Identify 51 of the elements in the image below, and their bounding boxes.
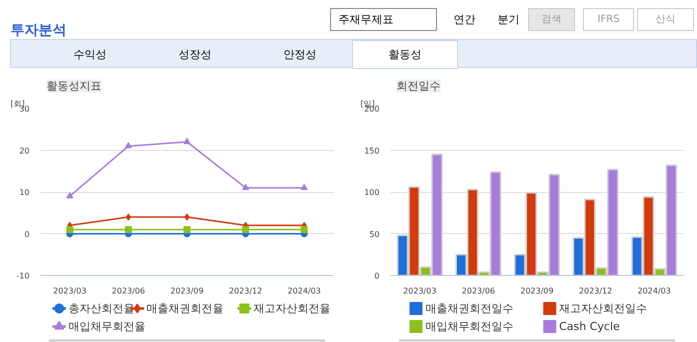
text: 성장성 — [178, 48, 212, 61]
x-tick-label: 2023/09 — [170, 286, 204, 296]
text: 투자분석 — [10, 22, 66, 38]
y-tick-label: 100 — [364, 188, 380, 197]
x-tick-label: 2023/12 — [578, 286, 612, 296]
y-axis-title: [회] — [10, 100, 25, 108]
point — [126, 214, 131, 221]
point — [66, 226, 74, 234]
text: 안정성 — [284, 48, 316, 61]
y-tick-label: 150 — [364, 146, 380, 156]
legend-label: 매입채무회전율 — [68, 320, 146, 333]
legend-label: 재고자산회전일수 — [559, 302, 648, 315]
point — [300, 226, 308, 234]
x-tick-label: 2024/03 — [288, 286, 321, 296]
point — [124, 226, 132, 234]
text: 분기 — [498, 13, 520, 26]
point — [184, 138, 190, 144]
x-tick-label: 2023/03 — [53, 286, 86, 296]
text: 수익성 — [74, 48, 106, 61]
text: 주재무제표 — [338, 13, 394, 26]
point — [242, 226, 250, 234]
legend-label: 매입채무회전일수 — [425, 320, 514, 333]
legend-label: 총자산회전율 — [68, 302, 135, 315]
point — [184, 226, 190, 234]
x-tick-label: 2023/09 — [520, 286, 554, 296]
chart-title: 회전일수 — [396, 80, 440, 92]
point — [124, 142, 132, 148]
text: 연간 — [454, 13, 476, 26]
x-tick-label: 2024/03 — [638, 286, 671, 296]
point — [66, 192, 74, 198]
legend-label: 매출채권회전일수 — [425, 302, 514, 315]
x-tick-label: 2023/12 — [228, 286, 262, 296]
legend-label: 매출채권회전율 — [146, 302, 224, 315]
x-tick-label: 2023/06 — [112, 286, 146, 296]
text: 검색 — [542, 14, 562, 25]
y-tick-label: 50 — [369, 230, 380, 239]
point — [242, 184, 250, 190]
y-tick-label: 20 — [19, 146, 30, 156]
y-tick-label: 0 — [24, 230, 30, 239]
y-tick-label: 10 — [19, 188, 30, 197]
legend-label: 재고자산회전율 — [254, 302, 331, 315]
point — [300, 184, 308, 190]
chart-title: 활동성지표 — [46, 80, 102, 92]
y-tick-label: -10 — [16, 272, 30, 280]
x-tick-label: 2023/03 — [403, 286, 436, 296]
legend-label: Cash Cycle — [559, 320, 620, 333]
x-tick-label: 2023/06 — [462, 286, 496, 296]
text: 활동성 — [388, 48, 422, 61]
text: IFRS — [598, 14, 620, 25]
text: 산식 — [656, 14, 676, 25]
y-tick-label: 0 — [374, 272, 380, 280]
